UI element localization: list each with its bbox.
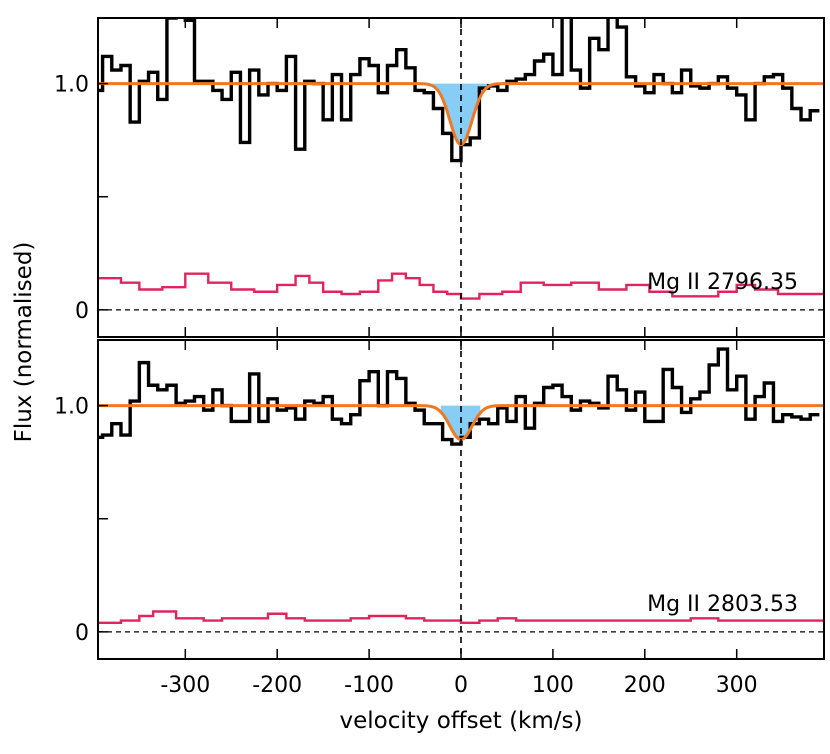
x-tick-label: -100 xyxy=(344,673,394,698)
x-axis-title: velocity offset (km/s) xyxy=(340,708,583,734)
x-tick-label: 300 xyxy=(716,673,758,698)
ion-label: Mg II 2796.35 xyxy=(647,270,798,295)
error-spectrum xyxy=(98,610,824,624)
x-tick-label: -300 xyxy=(160,673,210,698)
y-tick-label: 0 xyxy=(75,621,89,646)
y-tick-label: 1.0 xyxy=(54,73,89,98)
ion-label: Mg II 2803.53 xyxy=(647,592,798,617)
y-tick-label: 0 xyxy=(75,299,89,324)
x-tick-label: 0 xyxy=(454,673,468,698)
x-tick-label: 100 xyxy=(532,673,574,698)
panel-plot-area xyxy=(98,347,824,633)
panel-plot-area xyxy=(98,18,824,311)
y-axis-title: Flux (normalised) xyxy=(11,242,37,443)
panel-2: 0 1.0 Mg II 2803.53 xyxy=(54,339,825,660)
absorption-fill xyxy=(431,83,492,145)
error-spectrum xyxy=(98,272,824,300)
panel-1: 0 1.0 Mg II 2796.35 xyxy=(54,17,825,338)
x-tick-label: -200 xyxy=(252,673,302,698)
x-tick-label: 200 xyxy=(624,673,666,698)
y-tick-label: 1.0 xyxy=(54,395,89,420)
flux-spectrum xyxy=(98,18,820,163)
